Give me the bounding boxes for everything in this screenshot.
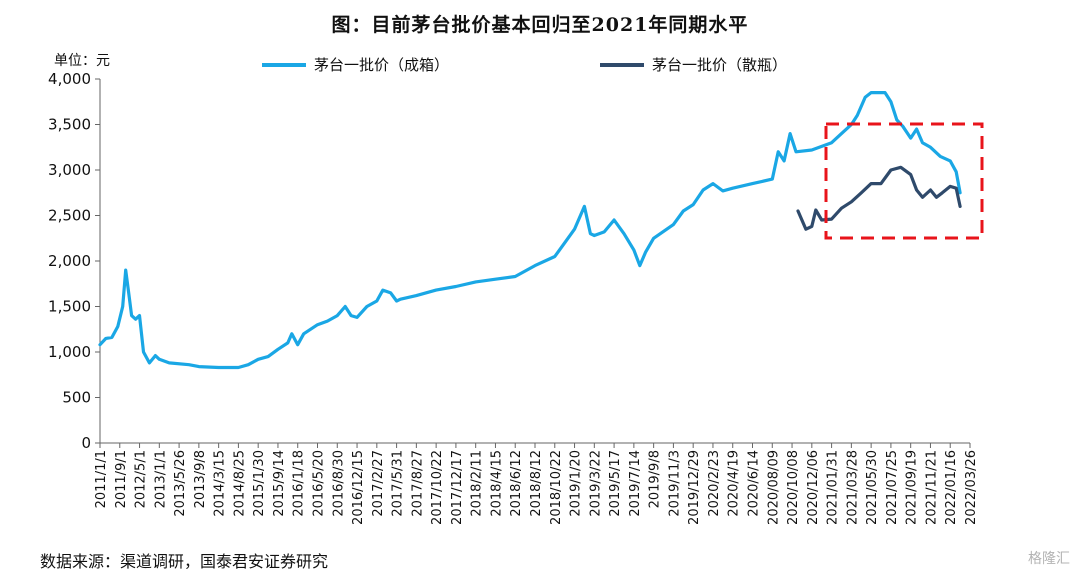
x-tick-label: 2019/9/8 <box>648 450 663 508</box>
x-tick-label: 2018/8/12 <box>529 450 544 517</box>
chart-axes: 0 500 1,000 1,500 2,000 2,500 3,000 3,500 4,000 2… <box>48 70 979 525</box>
x-tick-label: 2013/1/1 <box>153 450 168 508</box>
x-tick-label: 2018/6/12 <box>509 450 524 517</box>
x-tick-label: 2016/8/30 <box>331 450 346 517</box>
x-tick-label: 2021/03/28 <box>845 450 860 525</box>
y-tick-label: 2,500 <box>48 207 91 225</box>
x-tick-label: 2011/9/1 <box>114 450 129 508</box>
x-tick-label: 2017/2/27 <box>371 450 386 517</box>
series-line-bottle <box>796 165 962 231</box>
chart-legend: 茅台一批价（成箱） 茅台一批价（散瓶） <box>262 56 787 74</box>
x-tick-label: 2016/1/18 <box>292 450 307 517</box>
legend-label: 茅台一批价（成箱） <box>314 56 449 74</box>
x-tick-label: 2022/03/26 <box>964 450 979 525</box>
y-tick-label: 3,000 <box>48 161 91 179</box>
source-note: 数据来源：渠道调研，国泰君安证券研究 <box>40 552 329 571</box>
y-tick-label: 500 <box>62 389 91 407</box>
page-title: 图：目前茅台批价基本回归至2021年同期水平 <box>331 14 749 36</box>
x-tick-label: 2020/4/19 <box>727 450 742 517</box>
x-tick-label: 2020/10/08 <box>786 450 801 525</box>
x-tick-label: 2018/10/22 <box>549 450 564 525</box>
x-tick-label: 2020/2/23 <box>707 450 722 517</box>
x-tick-label: 2019/5/17 <box>608 450 623 517</box>
y-tick-label: 1,500 <box>48 298 91 316</box>
y-tick-label: 4,000 <box>48 70 91 88</box>
y-tick-label: 1,000 <box>48 343 91 361</box>
x-tick-label: 2014/8/25 <box>232 450 247 517</box>
x-tick-label: 2017/10/22 <box>430 450 445 525</box>
y-tick-label: 2,000 <box>48 252 91 270</box>
x-tick-label: 2021/01/31 <box>826 450 841 525</box>
series-line-case <box>98 91 962 370</box>
x-tick-label: 2015/9/14 <box>272 450 287 517</box>
x-tick-label: 2018/2/11 <box>470 450 485 517</box>
x-tick-label: 2017/12/17 <box>450 450 465 525</box>
x-tick-label: 2011/1/1 <box>94 450 109 508</box>
x-tick-label: 2022/01/16 <box>944 450 959 525</box>
x-tick-label: 2021/11/21 <box>924 450 939 525</box>
x-tick-label: 2019/11/3 <box>667 450 682 517</box>
x-tick-label: 2020/12/06 <box>806 450 821 525</box>
y-unit-label: 单位：元 <box>54 53 110 69</box>
watermark: 格隆汇 <box>1028 551 1070 567</box>
chart-annotations <box>824 122 984 240</box>
y-tick-label: 3,500 <box>48 116 91 134</box>
x-tick-label: 2013/9/8 <box>193 450 208 508</box>
x-tick-label: 2016/12/15 <box>351 450 366 525</box>
x-tick-label: 2020/6/14 <box>747 450 762 517</box>
x-tick-label: 2018/4/15 <box>489 450 504 517</box>
x-tick-label: 2019/7/14 <box>628 450 643 517</box>
x-tick-label: 2021/05/30 <box>865 450 880 525</box>
x-tick-label: 2016/5/20 <box>312 450 327 517</box>
x-tick-label: 2015/1/30 <box>252 450 267 517</box>
x-tick-label: 2017/8/27 <box>410 450 425 517</box>
x-tick-label: 2014/3/15 <box>213 450 228 517</box>
y-tick-label: 0 <box>81 434 91 452</box>
x-tick-label: 2017/5/31 <box>391 450 406 517</box>
x-tick-label: 2020/08/09 <box>766 450 781 525</box>
highlight-box <box>824 122 984 240</box>
x-tick-label: 2019/12/29 <box>687 450 702 525</box>
x-tick-label: 2013/5/26 <box>173 450 188 517</box>
x-tick-label: 2019/3/22 <box>588 450 603 517</box>
x-tick-label: 2012/5/1 <box>134 450 149 508</box>
x-tick-label: 2021/09/19 <box>905 450 920 525</box>
x-tick-label: 2021/07/25 <box>885 450 900 525</box>
legend-label: 茅台一批价（散瓶） <box>652 56 787 74</box>
chart-lines <box>98 91 962 370</box>
x-tick-label: 2019/1/20 <box>569 450 584 517</box>
